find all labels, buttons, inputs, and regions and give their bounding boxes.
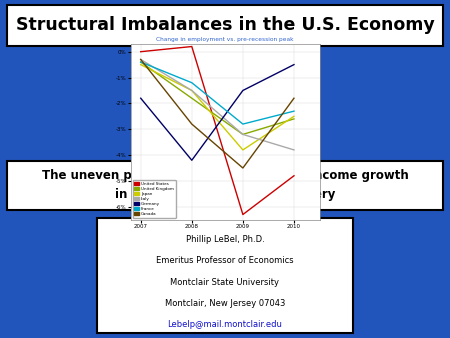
Text: Emeritus Professor of Economics: Emeritus Professor of Economics xyxy=(156,257,294,265)
Legend: United States, United Kingdom, Japan, Italy, Germany, France, Canada: United States, United Kingdom, Japan, It… xyxy=(133,180,176,218)
Text: The uneven pattern of employment and income growth
in the current economic recov: The uneven pattern of employment and inc… xyxy=(41,169,409,201)
Text: Phillip LeBel, Ph.D.: Phillip LeBel, Ph.D. xyxy=(185,235,265,244)
Text: Lebelp@mail.montclair.edu: Lebelp@mail.montclair.edu xyxy=(167,320,283,329)
FancyBboxPatch shape xyxy=(7,161,443,210)
Text: Montclair State University: Montclair State University xyxy=(171,277,279,287)
Text: Montclair, New Jersey 07043: Montclair, New Jersey 07043 xyxy=(165,299,285,308)
FancyBboxPatch shape xyxy=(7,5,443,46)
FancyBboxPatch shape xyxy=(97,218,353,333)
Text: Structural Imbalances in the U.S. Economy: Structural Imbalances in the U.S. Econom… xyxy=(16,16,434,34)
Title: Change in employment vs. pre-recession peak: Change in employment vs. pre-recession p… xyxy=(156,37,294,42)
